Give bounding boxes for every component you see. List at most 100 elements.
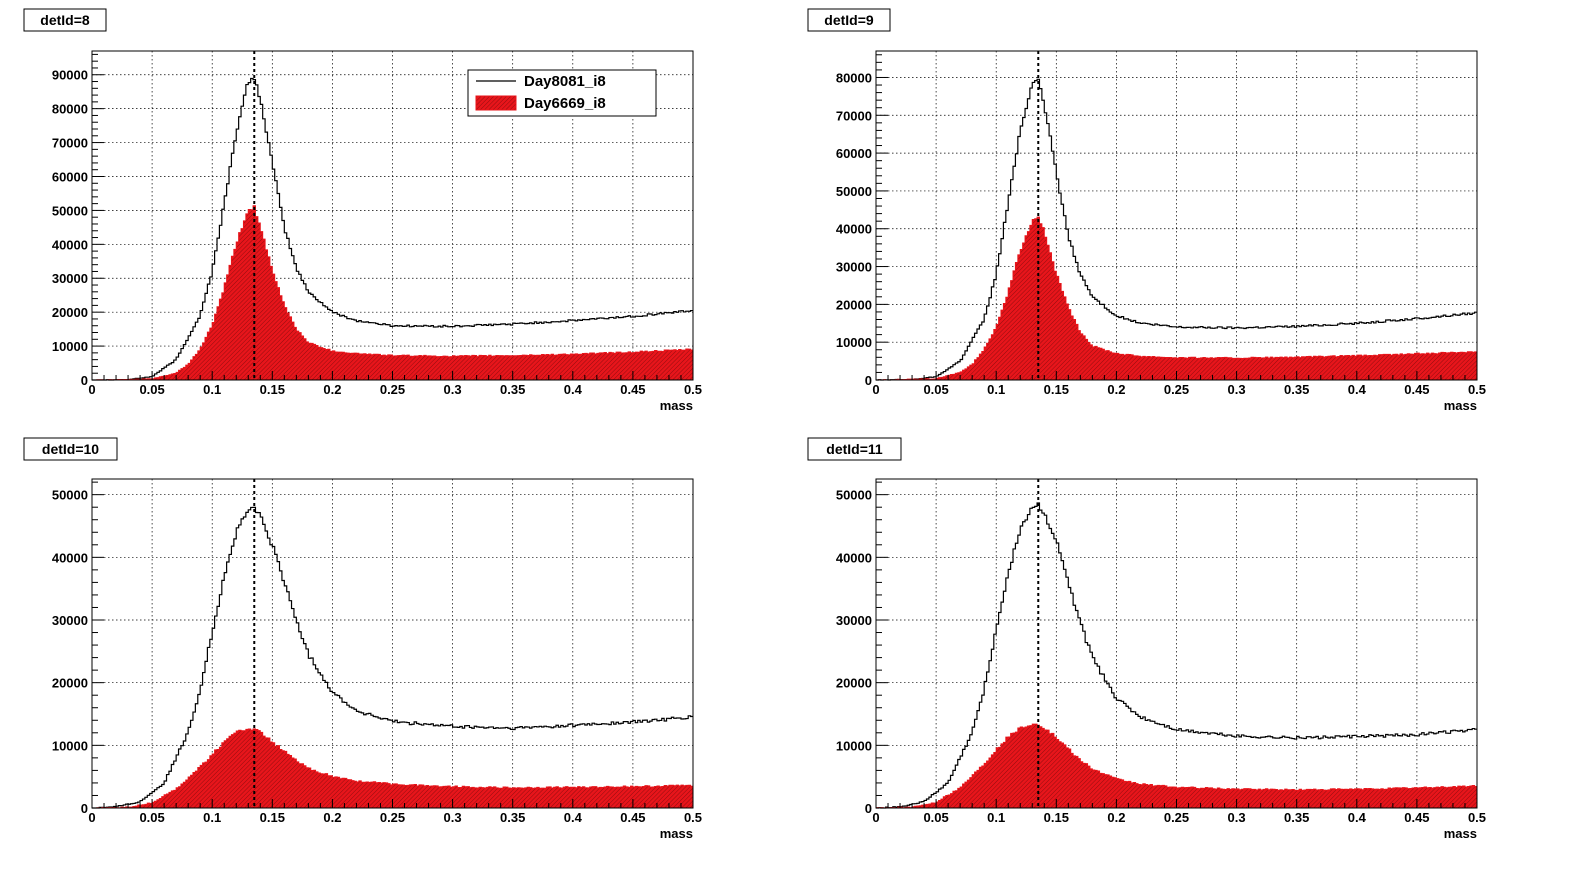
- y-tick-label: 10000: [836, 738, 872, 753]
- x-tick-label: 0.5: [684, 382, 702, 397]
- chart-title-box: [23, 8, 107, 32]
- y-tick-label: 60000: [836, 146, 872, 161]
- y-tick-label: 0: [81, 373, 88, 388]
- x-tick-label: 0.3: [444, 810, 462, 825]
- chart-title-box: [807, 8, 891, 32]
- x-tick-label: 0.4: [1348, 382, 1367, 397]
- y-tick-label: 50000: [836, 488, 872, 503]
- y-tick-label: 10000: [52, 738, 88, 753]
- y-tick-label: 30000: [836, 260, 872, 275]
- chart-title-box: [807, 437, 902, 461]
- y-tick-label: 80000: [52, 102, 88, 117]
- x-tick-label: 0.05: [139, 382, 164, 397]
- series-1-fill: [876, 724, 1477, 808]
- y-tick-label: 0: [865, 801, 872, 816]
- x-tick-label: 0.25: [1164, 810, 1189, 825]
- x-tick-label: 0.45: [620, 382, 645, 397]
- y-tick-label: 0: [865, 373, 872, 388]
- chart-panel-0: detId=8 0 0.05 0.1 0.15 0.2 0.25 0.3 0.35 0.4 0.45…: [23, 8, 702, 413]
- y-tick-label: 20000: [52, 305, 88, 320]
- x-tick-label: 0.1: [987, 382, 1005, 397]
- x-tick-label: 0: [872, 810, 879, 825]
- x-tick-label: 0.05: [139, 810, 164, 825]
- y-tick-label: 30000: [52, 613, 88, 628]
- x-tick-label: 0: [88, 382, 95, 397]
- y-tick-label: 20000: [836, 676, 872, 691]
- y-tick-label: 20000: [836, 297, 872, 312]
- y-tick-label: 30000: [836, 613, 872, 628]
- x-tick-label: 0.4: [564, 382, 583, 397]
- x-tick-label: 0: [872, 382, 879, 397]
- x-tick-label: 0.15: [1044, 382, 1069, 397]
- chart-title: detId=8: [40, 12, 90, 28]
- x-tick-label: 0.3: [1228, 810, 1246, 825]
- y-tick-label: 50000: [836, 184, 872, 199]
- x-tick-label: 0.45: [1404, 382, 1429, 397]
- series-1-fill: [92, 205, 693, 380]
- x-tick-label: 0.4: [1348, 810, 1367, 825]
- x-tick-label: 0.25: [380, 382, 405, 397]
- x-tick-label: 0.5: [684, 810, 702, 825]
- chart-title: detId=11: [826, 441, 883, 457]
- x-tick-label: 0.15: [1044, 810, 1069, 825]
- x-tick-label: 0.35: [500, 382, 525, 397]
- series-1-outline: [876, 723, 1477, 809]
- x-tick-label: 0.45: [620, 810, 645, 825]
- x-tick-label: 0.2: [1107, 382, 1125, 397]
- y-tick-label: 50000: [52, 203, 88, 218]
- legend-swatch-1: [475, 95, 517, 111]
- x-tick-label: 0.3: [1228, 382, 1246, 397]
- x-tick-label: 0.3: [444, 382, 462, 397]
- y-tick-label: 10000: [836, 335, 872, 350]
- series-1-outline: [876, 216, 1477, 381]
- y-tick-label: 20000: [52, 676, 88, 691]
- x-tick-label: 0.5: [1468, 810, 1486, 825]
- x-tick-label: 0.2: [1107, 810, 1125, 825]
- x-axis-label: mass: [660, 826, 693, 841]
- chart-title: detId=9: [824, 12, 874, 28]
- x-tick-label: 0.15: [260, 382, 285, 397]
- x-tick-label: 0.05: [923, 810, 948, 825]
- x-tick-label: 0.35: [1284, 382, 1309, 397]
- x-tick-label: 0.45: [1404, 810, 1429, 825]
- x-tick-label: 0.25: [380, 810, 405, 825]
- series-0-line: [92, 77, 693, 381]
- x-tick-label: 0.15: [260, 810, 285, 825]
- legend-label-1: Day6669_i8: [524, 95, 606, 112]
- legend: Day8081_i8 Day6669_i8: [467, 69, 657, 117]
- chart-panel-2: detId=10 0 0.05 0.1 0.15 0.2 0.25 0.3 0.35 0.4 0.4…: [23, 437, 702, 841]
- x-tick-label: 0.1: [203, 810, 221, 825]
- x-tick-label: 0.05: [923, 382, 948, 397]
- chart-title: detId=10: [42, 441, 99, 457]
- x-tick-label: 0.1: [987, 810, 1005, 825]
- y-tick-label: 40000: [52, 237, 88, 252]
- y-tick-label: 70000: [52, 136, 88, 151]
- y-tick-label: 60000: [52, 169, 88, 184]
- y-tick-label: 80000: [836, 70, 872, 85]
- chart-panel-3: detId=11 0 0.05 0.1 0.15 0.2 0.25 0.3 0.35 0.4 0.4…: [807, 437, 1486, 841]
- x-axis-label: mass: [660, 398, 693, 413]
- y-tick-label: 40000: [836, 222, 872, 237]
- y-tick-label: 40000: [52, 550, 88, 565]
- series-0-line: [92, 506, 693, 809]
- y-tick-label: 90000: [52, 68, 88, 83]
- x-tick-label: 0.4: [564, 810, 583, 825]
- x-tick-label: 0.2: [323, 810, 341, 825]
- chart-panel-1: detId=9 0 0.05 0.1 0.15 0.2 0.25 0.3 0.35 0.4 0.45…: [807, 8, 1486, 413]
- series-0-line: [876, 78, 1477, 381]
- series-1-outline: [92, 205, 693, 381]
- y-tick-label: 0: [81, 801, 88, 816]
- series-1-outline: [92, 728, 693, 809]
- x-tick-label: 0.2: [323, 382, 341, 397]
- legend-label-0: Day8081_i8: [524, 73, 606, 90]
- series-0-line: [876, 502, 1477, 809]
- x-tick-label: 0.5: [1468, 382, 1486, 397]
- y-tick-label: 30000: [52, 271, 88, 286]
- x-tick-label: 0.1: [203, 382, 221, 397]
- x-axis-label: mass: [1444, 826, 1477, 841]
- y-tick-label: 10000: [52, 339, 88, 354]
- y-tick-label: 40000: [836, 550, 872, 565]
- x-axis-label: mass: [1444, 398, 1477, 413]
- y-tick-label: 70000: [836, 108, 872, 123]
